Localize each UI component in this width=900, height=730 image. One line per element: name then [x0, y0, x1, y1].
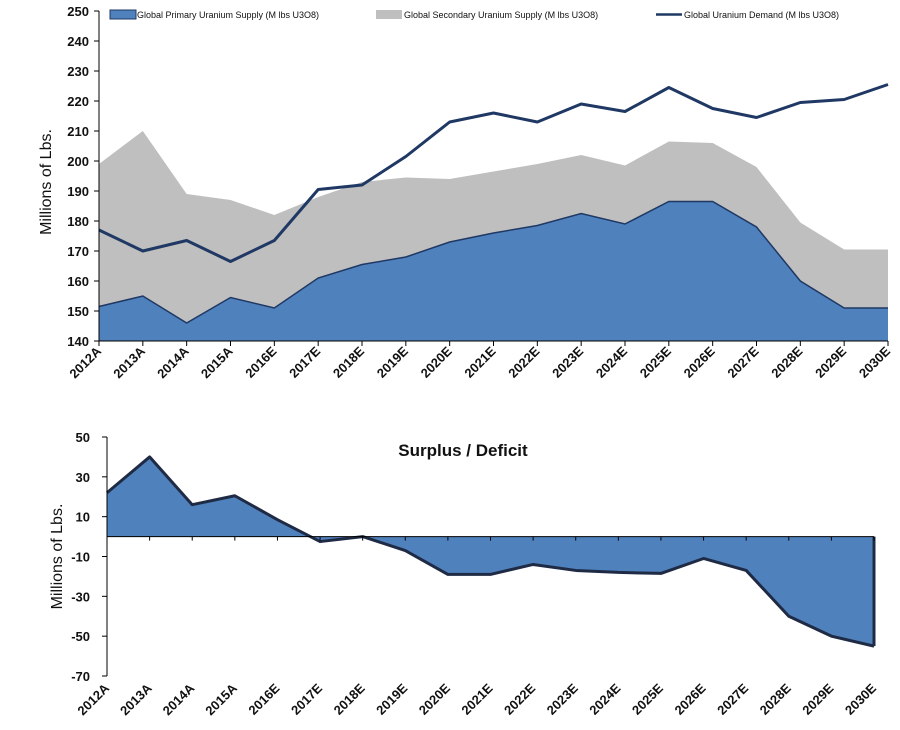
demand-line: [98, 83, 889, 263]
top-y-tick-label: 250: [67, 4, 89, 19]
top-y-tick-label: 150: [67, 304, 89, 319]
top-x-tick-label: 2014A: [154, 343, 192, 381]
bottom-y-tick-label: 30: [76, 470, 90, 485]
top-x-tick-label: 2013A: [110, 343, 148, 381]
top-legend: Global Primary Uranium Supply (M lbs U3O…: [109, 9, 839, 20]
top-y-tick-label: 240: [67, 34, 89, 49]
legend-primary-swatch: [109, 9, 137, 20]
top-x-tick-label: 2030E: [856, 343, 893, 380]
bottom-x-tick-label: 2018E: [331, 680, 368, 717]
surplus-deficit-line: [106, 455, 875, 648]
bottom-chart-title: Surplus / Deficit: [398, 441, 528, 460]
bottom-y-tick-label: 50: [76, 430, 90, 445]
top-x-tick-label: 2021E: [461, 343, 498, 380]
bottom-y-tick-label: -50: [71, 629, 90, 644]
top-x-tick-label: 2024E: [593, 343, 630, 380]
bottom-x-tick-label: 2019E: [373, 680, 410, 717]
top-x-tick-label: 2016E: [242, 343, 279, 380]
top-y-tick-label: 160: [67, 274, 89, 289]
bottom-y-tick-label: -10: [71, 550, 90, 565]
bottom-x-tick-label: 2017E: [288, 680, 325, 717]
legend-secondary-swatch: [376, 10, 402, 19]
legend-demand-label: Global Uranium Demand (M lbs U3O8): [684, 10, 839, 20]
bottom-x-tick-label: 2030E: [842, 680, 879, 717]
top-y-tick-label: 210: [67, 124, 89, 139]
bottom-y-tick-label: 10: [76, 510, 90, 525]
top-y-axis-label: Millions of Lbs.: [38, 129, 55, 235]
bottom-x-tick-label: 2024E: [586, 680, 623, 717]
bottom-y-tick-label: -30: [71, 589, 90, 604]
bottom-x-tick-label: 2026E: [671, 680, 708, 717]
primary-supply-edge: [98, 200, 888, 324]
bottom-x-tick-label: 2016E: [245, 680, 282, 717]
bottom-x-tick-label: 2022E: [501, 680, 538, 717]
top-y-tick-label: 140: [67, 334, 89, 349]
top-x-tick-label: 2028E: [768, 343, 805, 380]
bottom-x-tick-label: 2020E: [416, 680, 453, 717]
bottom-x-tick-label: 2027E: [714, 680, 751, 717]
top-x-tick-label: 2019E: [374, 343, 411, 380]
top-x-tick-label: 2027E: [724, 343, 761, 380]
top-y-tick-label: 220: [67, 94, 89, 109]
bottom-x-tick-label: 2012A: [74, 680, 112, 718]
top-y-tick-label: 170: [67, 244, 89, 259]
top-x-tick-label: 2023E: [549, 343, 586, 380]
top-x-tick-label: 2026E: [681, 343, 718, 380]
top-y-tick-label: 180: [67, 214, 89, 229]
top-x-tick-label: 2018E: [330, 343, 367, 380]
bottom-x-tick-label: 2025E: [629, 680, 666, 717]
top-y-tick-label: 200: [67, 154, 89, 169]
bottom-x-tick-label: 2015A: [202, 680, 240, 718]
bottom-x-tick-label: 2029E: [799, 680, 836, 717]
top-x-tick-label: 2015A: [198, 343, 236, 381]
surplus-deficit-area: [107, 456, 874, 647]
top-x-tick-label: 2025E: [637, 343, 674, 380]
legend-primary-label: Global Primary Uranium Supply (M lbs U3O…: [137, 10, 319, 20]
bottom-x-tick-label: 2013A: [117, 680, 155, 718]
top-x-tick-label: 2020E: [418, 343, 455, 380]
top-y-tick-label: 230: [67, 64, 89, 79]
top-x-tick-label: 2029E: [812, 343, 849, 380]
bottom-x-tick-label: 2014A: [160, 680, 198, 718]
bottom-y-tick-label: -70: [71, 669, 90, 684]
top-x-tick-label: 2022E: [505, 343, 542, 380]
top-x-tick-label: 2017E: [286, 343, 323, 380]
bottom-x-tick-label: 2028E: [757, 680, 794, 717]
bottom-x-tick-label: 2023E: [544, 680, 581, 717]
bottom-x-tick-label: 2021E: [458, 680, 495, 717]
top-y-tick-label: 190: [67, 184, 89, 199]
primary-supply-area: [99, 201, 888, 341]
bottom-y-axis-label: Millions of Lbs.: [49, 504, 66, 610]
legend-secondary-label: Global Secondary Uranium Supply (M lbs U…: [404, 10, 598, 20]
